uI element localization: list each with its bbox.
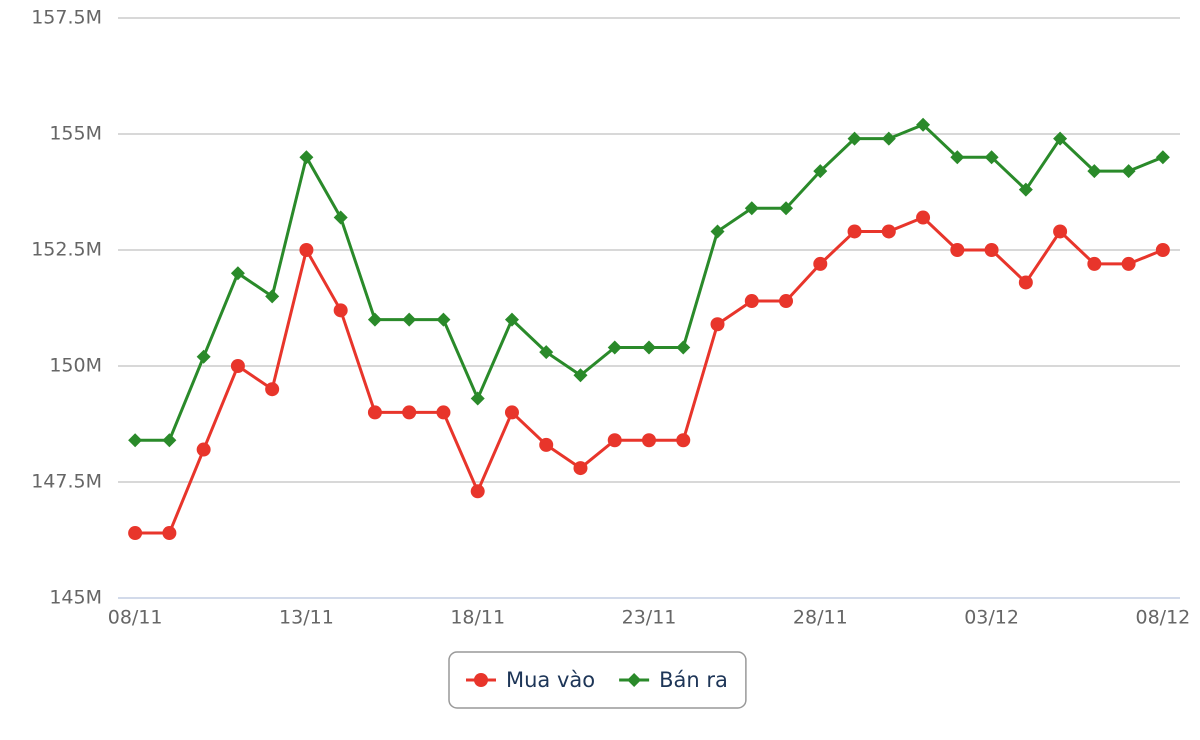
point xyxy=(402,405,417,420)
point xyxy=(984,243,999,257)
x-tick-label: 23/11 xyxy=(622,607,677,629)
point xyxy=(1121,164,1136,179)
point xyxy=(230,359,245,373)
point xyxy=(813,164,828,179)
point xyxy=(779,294,794,309)
point xyxy=(881,224,896,239)
point xyxy=(265,382,280,397)
point xyxy=(470,391,485,406)
point xyxy=(162,433,177,448)
point xyxy=(402,312,417,327)
point xyxy=(916,117,931,132)
point xyxy=(779,201,794,216)
point xyxy=(333,210,348,225)
point xyxy=(474,673,488,687)
point xyxy=(504,312,519,327)
y-tick-label: 150M xyxy=(49,355,102,377)
point xyxy=(265,289,280,304)
point xyxy=(1018,182,1033,197)
point xyxy=(950,150,965,165)
point xyxy=(916,210,931,225)
point xyxy=(436,405,451,420)
point xyxy=(1053,224,1068,239)
point xyxy=(230,266,245,281)
point xyxy=(607,340,622,355)
point xyxy=(1053,131,1068,146)
x-tick-label: 08/12 xyxy=(1135,607,1190,629)
point xyxy=(627,673,642,687)
y-tick-label: 152.5M xyxy=(31,239,102,261)
point xyxy=(539,437,554,452)
point xyxy=(162,526,177,541)
point xyxy=(1087,256,1102,271)
point xyxy=(470,484,485,499)
x-tick-label: 13/11 xyxy=(279,607,334,629)
series-line xyxy=(135,215,1164,535)
point xyxy=(539,345,554,360)
point xyxy=(950,243,965,257)
point xyxy=(642,340,656,355)
point xyxy=(573,368,588,383)
point xyxy=(436,312,451,327)
point xyxy=(1155,150,1170,165)
point xyxy=(333,303,348,318)
point xyxy=(367,405,382,420)
x-tick-label: 03/12 xyxy=(964,607,1019,629)
point xyxy=(847,131,862,146)
point xyxy=(196,349,211,364)
x-tick-label: 08/11 xyxy=(108,607,163,629)
y-tick-label: 145M xyxy=(49,587,102,609)
point xyxy=(984,150,999,165)
point xyxy=(573,461,588,476)
point xyxy=(813,256,828,271)
y-tick-label: 147.5M xyxy=(31,471,102,493)
legend-box xyxy=(448,651,747,709)
point xyxy=(1087,164,1102,179)
point xyxy=(607,433,622,448)
point xyxy=(744,294,759,309)
point xyxy=(128,526,143,541)
point xyxy=(128,433,143,448)
legend-label: Mua vào xyxy=(506,668,595,692)
legend-label: Bán ra xyxy=(659,668,728,692)
y-tick-label: 155M xyxy=(49,123,102,145)
point xyxy=(642,433,656,448)
point xyxy=(676,433,691,448)
point xyxy=(299,150,314,165)
point xyxy=(196,442,211,457)
point xyxy=(367,312,382,327)
point xyxy=(1155,243,1170,257)
x-tick-label: 18/11 xyxy=(450,607,505,629)
point xyxy=(710,224,725,239)
point xyxy=(504,405,519,420)
series-line xyxy=(135,122,1164,442)
point xyxy=(1018,275,1033,290)
point xyxy=(744,201,759,216)
point xyxy=(676,340,691,355)
point xyxy=(847,224,862,239)
point xyxy=(881,131,896,146)
point xyxy=(299,243,314,257)
point xyxy=(1121,256,1136,271)
y-tick-label: 157.5M xyxy=(31,7,102,29)
x-tick-label: 28/11 xyxy=(793,607,848,629)
point xyxy=(710,317,725,332)
